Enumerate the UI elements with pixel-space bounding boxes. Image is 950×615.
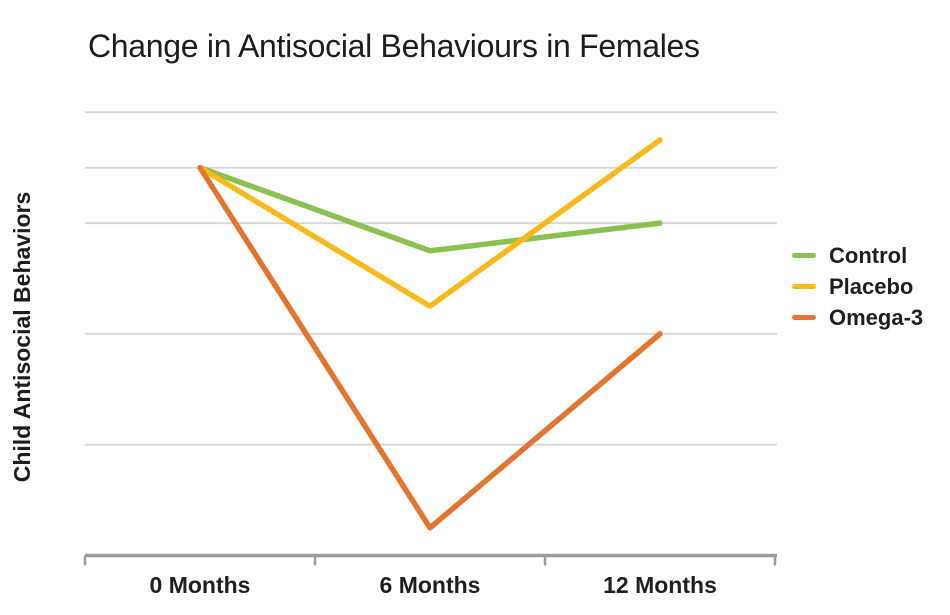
placebo-line-swatch [792,284,816,289]
legend: Control Placebo Omega-3 [792,240,923,333]
control-line-swatch [792,253,816,258]
series-line-control [197,164,663,254]
omega3-line-swatch [792,315,816,320]
legend-item-control: Control [792,240,923,271]
legend-item-omega3: Omega-3 [792,302,923,333]
x-tick-label-0-months: 0 Months [149,572,251,598]
legend-item-placebo: Placebo [792,271,923,302]
legend-label-control: Control [829,242,908,268]
x-tick-label-6-months: 6 Months [379,572,481,598]
series-line-omega-3 [197,164,663,531]
legend-label-placebo: Placebo [829,273,914,299]
legend-label-omega3: Omega-3 [829,304,924,330]
x-tick-label-12-months: 12 Months [603,572,717,598]
series-line-placebo [197,137,663,309]
chart-title: Change in Antisocial Behaviours in Femal… [88,28,700,64]
